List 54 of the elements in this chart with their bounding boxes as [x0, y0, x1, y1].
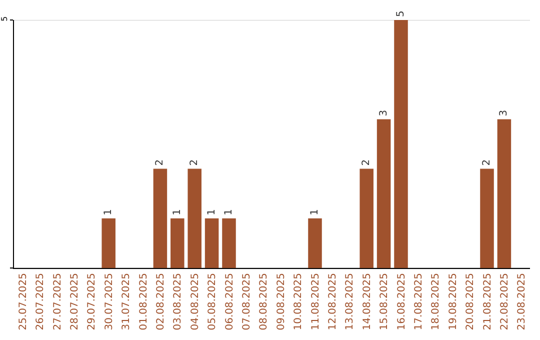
x-tick-label: 10.08.2025	[293, 273, 304, 330]
x-tick-label: 15.08.2025	[379, 273, 390, 330]
data-label: 2	[361, 159, 372, 166]
data-label: 1	[206, 209, 218, 216]
data-label: 1	[172, 209, 183, 216]
bar	[480, 168, 494, 268]
bar	[376, 119, 391, 268]
x-tick-label: 21.08.2025	[482, 273, 494, 330]
bar	[497, 119, 512, 268]
bar	[153, 168, 168, 268]
data-label: 2	[189, 159, 200, 166]
data-label: 2	[154, 159, 166, 166]
data-label: 3	[498, 110, 510, 116]
x-tick-label: 23.08.2025	[516, 273, 528, 330]
x-tick-label: 22.08.2025	[499, 273, 510, 330]
x-tick-label: 09.08.2025	[276, 273, 287, 330]
x-tick-label: 18.08.2025	[430, 273, 442, 330]
x-tick-label: 20.08.2025	[465, 273, 476, 330]
bar	[188, 168, 202, 268]
data-label: 2	[482, 159, 492, 166]
data-label: 1	[103, 209, 114, 216]
x-tick-label: 19.08.2025	[448, 273, 459, 330]
x-tick-label: 03.08.2025	[172, 273, 184, 330]
x-tick-label: 02.08.2025	[155, 273, 166, 330]
x-tick-label: 25.07.2025	[18, 273, 29, 330]
x-tick-label: 12.08.2025	[327, 273, 338, 330]
bar	[170, 218, 184, 268]
data-label: 3	[378, 110, 390, 116]
x-tick-label: 16.08.2025	[396, 273, 408, 330]
x-tick-label: 07.08.2025	[241, 273, 252, 330]
data-label: 5	[396, 10, 406, 17]
x-tick-label: 13.08.2025	[344, 273, 356, 330]
data-label: 1	[310, 209, 320, 216]
x-tick-label: 04.08.2025	[190, 273, 201, 330]
x-tick-label: 30.07.2025	[104, 273, 115, 330]
x-tick-label: 27.07.2025	[52, 273, 64, 330]
x-tick-label: 01.08.2025	[138, 273, 150, 330]
x-tick-label: 17.08.2025	[413, 273, 424, 330]
bar	[102, 218, 116, 268]
x-tick-label: 11.08.2025	[310, 273, 322, 330]
x-tick-label: 05.08.2025	[207, 273, 218, 330]
x-tick-label: 14.08.2025	[362, 273, 373, 330]
x-tick-label: 31.07.2025	[121, 273, 132, 330]
bar	[222, 218, 236, 268]
x-tick-label: 28.07.2025	[69, 273, 80, 330]
data-label: 1	[224, 209, 234, 216]
x-tick-label: 29.07.2025	[86, 273, 98, 330]
x-tick-label: 08.08.2025	[258, 273, 270, 330]
bar	[360, 168, 374, 268]
bar	[394, 20, 408, 268]
x-tick-label: 26.07.2025	[35, 273, 46, 330]
x-tick-label: 06.08.2025	[224, 273, 236, 330]
bar	[204, 218, 219, 268]
bar	[308, 218, 322, 268]
